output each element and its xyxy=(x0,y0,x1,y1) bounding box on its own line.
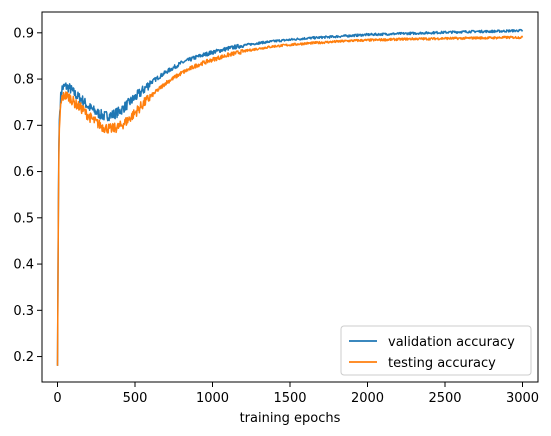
legend-box xyxy=(340,325,532,376)
x-axis: 0 500 1000 1500 2000 2500 3000 xyxy=(53,382,539,406)
x-tick-label: 1500 xyxy=(273,391,306,406)
series-lines xyxy=(56,28,524,366)
x-tick-label: 2500 xyxy=(428,391,461,406)
x-axis-title: training epochs xyxy=(240,411,341,426)
x-tick-label: 0 xyxy=(53,391,61,406)
series-line-0 xyxy=(56,28,524,366)
x-tick-label: 500 xyxy=(123,391,148,406)
y-tick-label: 0.8 xyxy=(13,73,34,88)
legend-label-validation: validation accuracy xyxy=(388,335,515,350)
legend: validation accuracy testing accuracy xyxy=(340,325,532,376)
x-tick-label: 3000 xyxy=(506,391,539,406)
legend-label-testing: testing accuracy xyxy=(388,356,496,371)
y-tick-label: 0.3 xyxy=(13,304,34,319)
series-line-1 xyxy=(56,35,524,366)
y-tick-label: 0.9 xyxy=(13,26,34,41)
y-tick-label: 0.4 xyxy=(13,258,34,273)
y-axis: 0.2 0.3 0.4 0.5 0.6 0.7 0.8 0.9 xyxy=(13,26,42,365)
y-tick-label: 0.7 xyxy=(13,119,34,134)
x-tick-label: 1000 xyxy=(196,391,229,406)
y-tick-label: 0.6 xyxy=(13,165,34,180)
x-tick-label: 2000 xyxy=(351,391,384,406)
y-tick-label: 0.2 xyxy=(13,350,34,365)
y-tick-label: 0.5 xyxy=(13,211,34,226)
